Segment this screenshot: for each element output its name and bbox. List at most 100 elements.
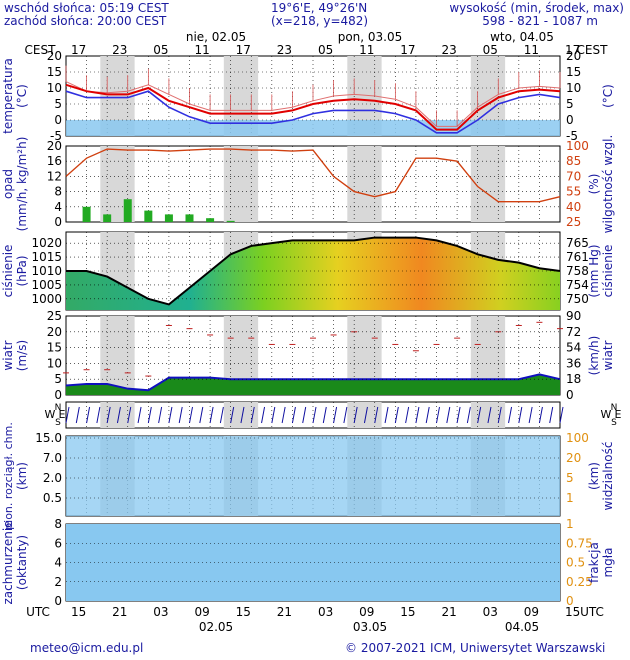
pressure-area	[66, 237, 560, 310]
sunrise-text: wschód słońca: 05:19 CEST	[4, 1, 169, 15]
cloud-tick: 6	[54, 536, 62, 550]
temperature-axis-label: temperatura	[1, 58, 15, 134]
wind-direction-arrow	[137, 406, 142, 424]
temperature-min-line	[65, 90, 561, 134]
elevation-values: 598 - 821 - 1087 m	[482, 14, 598, 28]
wind-direction-arrow	[147, 406, 152, 424]
top-hour-tick: 23	[441, 43, 456, 57]
bottom-hour-tick: 15	[400, 605, 415, 619]
wind-direction-arrow	[158, 406, 163, 424]
compass-s: S	[55, 418, 61, 428]
wind-direction-arrow	[487, 406, 492, 424]
cloud-sky	[66, 524, 560, 601]
temperature-tick-left: 0	[54, 113, 62, 127]
top-tz-right: CEST	[577, 43, 609, 57]
bottom-hour-tick: 03	[153, 605, 168, 619]
compass-n-right: N	[611, 403, 618, 413]
wind-direction-arrow	[189, 406, 193, 424]
precip-tick: 8	[54, 185, 62, 199]
footer-copyright: © 2007-2021 ICM, Uniwersytet Warszawski	[345, 641, 606, 655]
wind-direction-arrow	[230, 406, 235, 424]
wind-direction-arrow	[394, 406, 399, 424]
bottom-hour-tick: 03	[318, 605, 333, 619]
pressure-tick: 1005	[31, 278, 62, 292]
temperature-tick-left: 20	[47, 49, 62, 63]
fog-unit-label: mgła	[601, 547, 615, 577]
wind-line	[65, 373, 561, 392]
precip-bar	[103, 214, 112, 222]
top-hour-tick: 05	[318, 43, 333, 57]
wind-direction-arrow	[75, 406, 80, 424]
precip-tick: 16	[47, 154, 62, 168]
cloud-axis-label: zachmurzenie	[1, 520, 15, 604]
pressure-axis-label-right: ciśnienie	[601, 245, 615, 298]
bottom-tz-right: UTC	[580, 605, 604, 619]
bottom-hour-tick: 21	[441, 605, 456, 619]
wind-direction-arrow	[508, 406, 513, 424]
wind-direction-arrow	[219, 406, 224, 424]
precip-tick: 20	[47, 139, 62, 153]
humidity-tick: 40	[566, 200, 581, 214]
footer-email[interactable]: meteo@icm.edu.pl	[30, 641, 144, 655]
wind-direction-arrow	[538, 406, 543, 424]
top-hour-tick: 17	[236, 43, 251, 57]
wind-direction-arrow	[518, 406, 523, 424]
top-hour-tick: 23	[112, 43, 127, 57]
compass-w-right: W	[601, 408, 612, 421]
compass-e: E	[59, 408, 66, 421]
wind-direction-arrow	[466, 406, 471, 424]
precip-bar	[206, 218, 215, 222]
precip-bar	[82, 206, 91, 222]
wind-direction-arrow	[261, 406, 266, 424]
visibility-axis-label-right: widzialność	[601, 442, 615, 511]
top-day-label: nie, 02.05	[186, 30, 246, 44]
precip-tick: 12	[47, 169, 62, 183]
fog-tick: 0.5	[566, 556, 585, 570]
temperature-unit-label: (°C)	[15, 84, 29, 108]
wind-direction-arrow	[86, 406, 91, 424]
temperature-tick-right: 15	[566, 65, 581, 79]
wind-direction-arrow	[96, 406, 101, 424]
temperature-mid-line	[65, 83, 561, 131]
wind-direction-arrow	[353, 406, 358, 424]
bottom-tz-left: UTC	[26, 605, 50, 619]
fog-axis-label: frakcja	[587, 542, 601, 583]
wind-direction-arrow	[528, 406, 533, 424]
coords-text: 19°6'E, 49°26'N	[271, 1, 368, 15]
humidity-tick: 100	[566, 139, 589, 153]
fog-tick: 0.75	[566, 536, 593, 550]
wind-direction-arrow	[415, 406, 420, 424]
night-band	[223, 146, 259, 222]
wind-direction-arrow	[65, 406, 70, 424]
pressure-unit-label: (hPa)	[15, 255, 29, 286]
wind-direction-arrow	[127, 406, 132, 424]
wind-direction-arrow	[209, 406, 214, 424]
temperature-tick-right: 0	[566, 113, 574, 127]
visibility-tick-right: 1	[566, 491, 574, 505]
compass-s-right: S	[611, 418, 617, 428]
bottom-hour-tick: 09	[524, 605, 539, 619]
top-hour-tick: 11	[359, 43, 374, 57]
top-hour-tick: 11	[524, 43, 539, 57]
compass-e-right: E	[615, 408, 622, 421]
top-hour-tick: 17	[71, 43, 86, 57]
temperature-tick-right: 10	[566, 81, 581, 95]
wind-axis-label: wiatr	[1, 340, 15, 370]
temperature-tick-right: -5	[566, 129, 578, 143]
bottom-hour-tick: 21	[277, 605, 292, 619]
humidity-tick: 25	[566, 215, 581, 229]
top-hour-tick: 23	[277, 43, 292, 57]
wind-direction-arrow	[425, 406, 430, 424]
top-hour-tick: 11	[194, 43, 209, 57]
pressure-unit-right: (mm Hg)	[587, 244, 601, 297]
temperature-unit-right: (°C)	[601, 84, 615, 108]
wind-direction-arrow	[302, 406, 307, 424]
top-tz-left: CEST	[25, 43, 57, 57]
pressure-tick-mmhg: 754	[566, 278, 589, 292]
wind-tick-kmh: 54	[566, 341, 581, 355]
cloud-tick: 8	[54, 517, 62, 531]
compass-n: N	[55, 403, 62, 413]
temperature-tick-left: -5	[50, 129, 62, 143]
bottom-hour-tick: 15	[565, 605, 580, 619]
visibility-tick-right: 100	[566, 431, 589, 445]
